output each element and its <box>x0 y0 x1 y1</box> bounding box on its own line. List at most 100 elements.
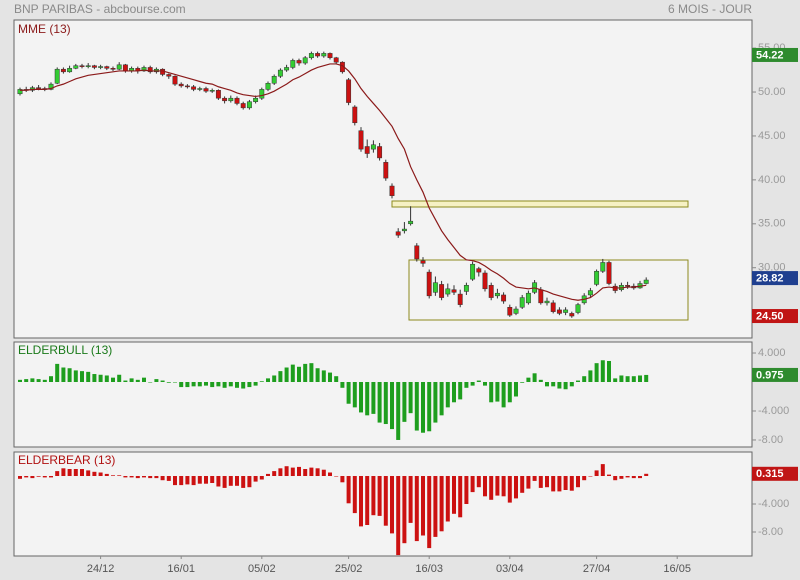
candle-body <box>73 65 79 69</box>
candle-body <box>302 57 308 64</box>
bar <box>470 476 475 493</box>
bar <box>49 476 53 478</box>
bar <box>501 382 506 408</box>
candle-body <box>284 67 290 71</box>
candle-body <box>525 292 531 304</box>
bar <box>73 370 78 382</box>
mme-line <box>20 63 647 301</box>
bar <box>309 363 314 382</box>
bar <box>625 376 630 382</box>
bar <box>613 476 618 481</box>
candle-body <box>389 185 395 196</box>
candle-body <box>60 68 66 73</box>
bar <box>433 382 438 423</box>
bar <box>73 469 78 477</box>
bar <box>235 476 239 486</box>
candle-body <box>178 83 184 87</box>
bar <box>551 382 556 387</box>
bar <box>235 382 239 388</box>
candle-body <box>321 53 327 57</box>
bar <box>266 473 270 477</box>
bar <box>631 376 636 382</box>
candle-body <box>327 53 333 59</box>
x-tick-label: 03/04 <box>496 563 524 575</box>
bar <box>259 381 264 382</box>
bar <box>297 466 301 477</box>
bar <box>563 476 568 491</box>
range-zone <box>408 259 689 321</box>
bar <box>346 382 351 404</box>
candle-body <box>550 302 556 312</box>
bar <box>92 471 97 477</box>
candle-body <box>463 285 469 292</box>
bar <box>142 476 146 478</box>
last-value-label: 28.82 <box>756 272 784 284</box>
bar <box>42 379 47 382</box>
candle-body <box>482 272 488 290</box>
candle-body <box>98 66 104 68</box>
candle-body <box>91 65 97 68</box>
candle-body <box>36 87 42 89</box>
bar <box>638 476 642 479</box>
candle-body <box>401 228 407 232</box>
last-value-box <box>752 466 798 481</box>
bar <box>185 476 190 485</box>
price-panel <box>13 19 753 339</box>
bar <box>445 476 450 522</box>
bar <box>390 382 394 430</box>
bar <box>259 476 264 480</box>
candle-body <box>308 53 314 59</box>
x-tick-label: 25/02 <box>335 563 363 575</box>
x-tick-label: 05/02 <box>248 563 276 575</box>
bar <box>371 476 376 516</box>
candle-body <box>234 97 240 104</box>
bar <box>253 476 258 482</box>
bar <box>507 476 512 503</box>
bar <box>111 377 115 382</box>
bar <box>408 382 413 414</box>
bar <box>272 471 277 477</box>
candle-body <box>184 85 190 88</box>
bar <box>104 375 109 382</box>
candle-body <box>122 64 128 72</box>
x-tick-label: 24/12 <box>87 563 115 575</box>
candle-body <box>346 79 352 103</box>
bar <box>402 476 407 544</box>
bar <box>222 382 227 388</box>
bar <box>476 476 481 488</box>
candle-body <box>569 313 575 317</box>
bar <box>445 382 450 408</box>
bar <box>501 476 506 497</box>
bar <box>588 476 593 477</box>
bar <box>644 374 649 382</box>
y-tick-label: 45.00 <box>758 130 786 142</box>
bar <box>532 476 537 481</box>
candle-body <box>358 130 364 150</box>
candle-body <box>215 90 221 99</box>
y-tick-label: 30.00 <box>758 262 786 274</box>
last-value-box <box>752 367 798 382</box>
candle-body <box>395 231 401 236</box>
candle-body <box>166 74 172 77</box>
bar <box>476 380 481 382</box>
bar <box>352 476 357 514</box>
bar <box>49 376 53 382</box>
bar <box>191 476 196 486</box>
bar <box>532 373 537 382</box>
bar <box>154 379 159 382</box>
bar <box>439 382 444 416</box>
candle-body <box>222 97 228 102</box>
bar <box>538 379 543 382</box>
bar <box>340 476 345 483</box>
bar <box>321 469 326 477</box>
bar <box>594 363 599 382</box>
bar <box>241 382 246 389</box>
bar <box>18 476 22 479</box>
bar <box>303 363 308 382</box>
bar <box>600 464 605 477</box>
bar <box>266 378 270 382</box>
candle-body <box>519 297 525 308</box>
y-tick-label: 4.000 <box>758 347 786 359</box>
bar <box>390 476 394 534</box>
